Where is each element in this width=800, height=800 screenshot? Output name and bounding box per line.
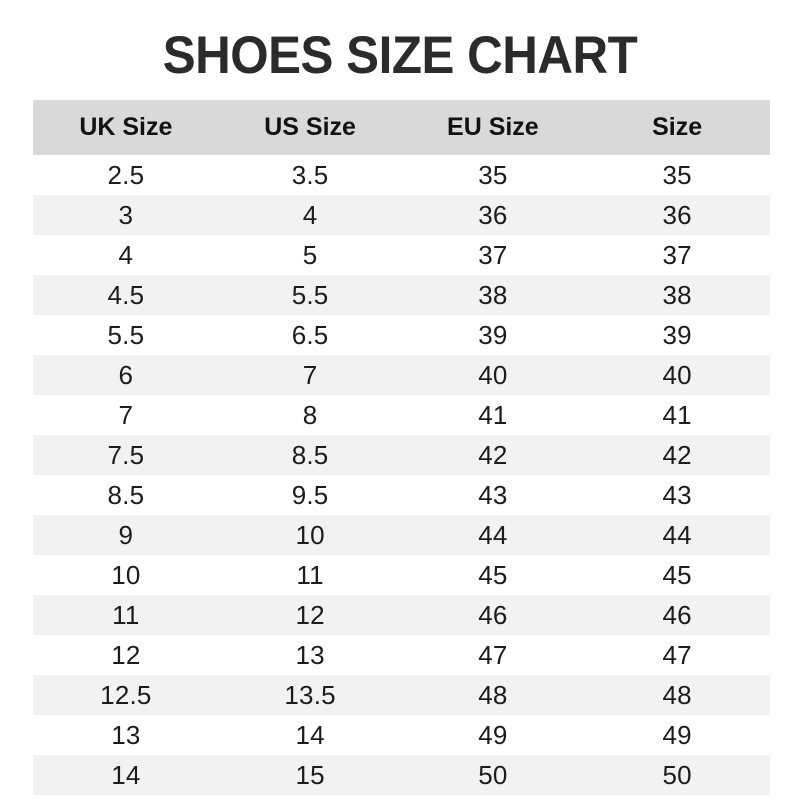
table-cell: 6.5 <box>218 315 402 355</box>
table-cell: 35 <box>401 155 585 195</box>
table-row: 5.5 6.5 39 39 <box>33 315 770 355</box>
shoe-size-table: UK Size US Size EU Size Size 2.5 3.5 35 35 3… <box>33 100 770 795</box>
table-cell: 5.5 <box>33 315 219 355</box>
table-row: 12.5 13.5 48 48 <box>33 675 770 715</box>
table-cell: 8.5 <box>33 475 219 515</box>
table-cell: 12.5 <box>33 675 219 715</box>
table-row: 9 10 44 44 <box>33 515 770 555</box>
table-cell: 44 <box>584 515 770 555</box>
table-cell: 4.5 <box>33 275 219 315</box>
table-cell: 43 <box>401 475 585 515</box>
table-cell: 50 <box>401 755 585 795</box>
table-cell: 45 <box>401 555 585 595</box>
table-cell: 6 <box>33 355 219 395</box>
table-cell: 49 <box>401 715 585 755</box>
table-header: UK Size US Size EU Size Size <box>33 100 770 155</box>
table-cell: 11 <box>218 555 402 595</box>
table-cell: 39 <box>584 315 770 355</box>
table-cell: 50 <box>584 755 770 795</box>
table-row: 12 13 47 47 <box>33 635 770 675</box>
table-cell: 36 <box>401 195 585 235</box>
table-row: 4 5 37 37 <box>33 235 770 275</box>
table-cell: 45 <box>584 555 770 595</box>
page-title: SHOES SIZE CHART <box>162 26 638 85</box>
table-cell: 13.5 <box>218 675 402 715</box>
table-cell: 3 <box>33 195 219 235</box>
table-cell: 13 <box>218 635 402 675</box>
table-cell: 47 <box>584 635 770 675</box>
table-cell: 38 <box>584 275 770 315</box>
table-cell: 38 <box>401 275 585 315</box>
table-row: 4.5 5.5 38 38 <box>33 275 770 315</box>
table-cell: 5.5 <box>218 275 402 315</box>
table-cell: 13 <box>33 715 219 755</box>
table-row: 13 14 49 49 <box>33 715 770 755</box>
table-cell: 39 <box>401 315 585 355</box>
table-row: 6 7 40 40 <box>33 355 770 395</box>
column-header-uk-size: UK Size <box>33 100 219 155</box>
table-cell: 35 <box>584 155 770 195</box>
table-cell: 9.5 <box>218 475 402 515</box>
table-body: 2.5 3.5 35 35 3 4 36 36 4 5 37 37 4.5 5.5 38 38 5.5 6.5 39… <box>33 155 770 795</box>
table-row: 8.5 9.5 43 43 <box>33 475 770 515</box>
table-header-row: UK Size US Size EU Size Size <box>33 100 770 155</box>
table-cell: 4 <box>218 195 402 235</box>
table-cell: 5 <box>218 235 402 275</box>
table-row: 7.5 8.5 42 42 <box>33 435 770 475</box>
table-cell: 43 <box>584 475 770 515</box>
table-cell: 7.5 <box>33 435 219 475</box>
table-cell: 3.5 <box>218 155 402 195</box>
table-cell: 8 <box>218 395 402 435</box>
table-cell: 37 <box>401 235 585 275</box>
table-cell: 48 <box>401 675 585 715</box>
table-cell: 48 <box>584 675 770 715</box>
table-cell: 49 <box>584 715 770 755</box>
table-cell: 46 <box>584 595 770 635</box>
table-cell: 11 <box>33 595 219 635</box>
table-row: 11 12 46 46 <box>33 595 770 635</box>
table-cell: 41 <box>584 395 770 435</box>
table-cell: 7 <box>33 395 219 435</box>
table-row: 10 11 45 45 <box>33 555 770 595</box>
table-cell: 15 <box>218 755 402 795</box>
table-cell: 40 <box>401 355 585 395</box>
table-cell: 7 <box>218 355 402 395</box>
table-cell: 10 <box>33 555 219 595</box>
table-cell: 40 <box>584 355 770 395</box>
table-cell: 14 <box>218 715 402 755</box>
table-row: 14 15 50 50 <box>33 755 770 795</box>
column-header-us-size: US Size <box>218 100 402 155</box>
table-cell: 37 <box>584 235 770 275</box>
table-cell: 14 <box>33 755 219 795</box>
table-cell: 44 <box>401 515 585 555</box>
table-cell: 41 <box>401 395 585 435</box>
table-row: 2.5 3.5 35 35 <box>33 155 770 195</box>
column-header-size: Size <box>584 100 770 155</box>
table-cell: 36 <box>584 195 770 235</box>
table-row: 7 8 41 41 <box>33 395 770 435</box>
table-cell: 10 <box>218 515 402 555</box>
table-cell: 8.5 <box>218 435 402 475</box>
table-cell: 12 <box>33 635 219 675</box>
column-header-eu-size: EU Size <box>401 100 585 155</box>
table-cell: 2.5 <box>33 155 219 195</box>
table-cell: 46 <box>401 595 585 635</box>
table-row: 3 4 36 36 <box>33 195 770 235</box>
table-cell: 4 <box>33 235 219 275</box>
table-cell: 12 <box>218 595 402 635</box>
table-cell: 47 <box>401 635 585 675</box>
table-cell: 42 <box>401 435 585 475</box>
table-cell: 42 <box>584 435 770 475</box>
table-cell: 9 <box>33 515 219 555</box>
